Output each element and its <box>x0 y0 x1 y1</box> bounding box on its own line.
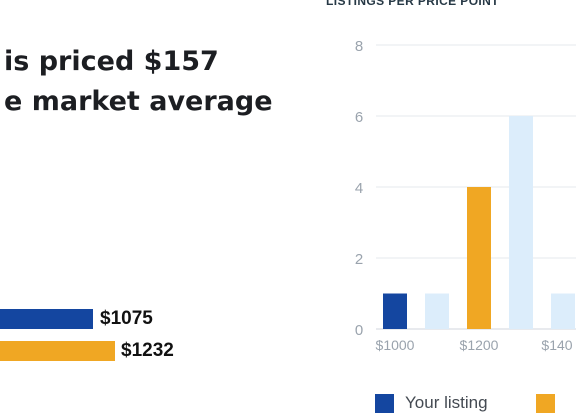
y-tick-8: 8 <box>355 38 363 55</box>
bar-1-series-2 <box>425 293 449 329</box>
x-tick-0: $1000 <box>376 337 415 353</box>
headline: is priced $157 e market average <box>4 42 273 122</box>
bar-0-series-0 <box>383 293 407 329</box>
bar-4-series-2 <box>551 293 575 329</box>
legend-swatch-your-listing <box>375 393 394 413</box>
headline-line-1: is priced $157 <box>4 46 219 77</box>
y-tick-0: 0 <box>355 322 363 339</box>
y-tick-2: 2 <box>355 251 363 268</box>
your-listing-value: $1075 <box>100 308 153 329</box>
bar-2-series-1 <box>467 187 491 329</box>
average-bar <box>0 341 115 361</box>
chart-legend: Your listing <box>375 393 576 413</box>
legend-item-your-listing: Your listing <box>375 393 488 413</box>
chart-title: LISTINGS PER PRICE POINT <box>326 0 499 8</box>
legend-item-average <box>535 393 566 413</box>
legend-swatch-average <box>535 393 555 413</box>
legend-label-your-listing: Your listing <box>405 393 488 412</box>
listings-bar-chart: 0 2 4 6 8 $1000 $1200 $140 <box>355 38 576 353</box>
y-tick-4: 4 <box>355 180 363 197</box>
average-value: $1232 <box>121 340 174 361</box>
headline-line-2: e market average <box>4 86 273 117</box>
your-listing-bar <box>0 309 93 329</box>
y-tick-6: 6 <box>355 109 363 126</box>
bar-3-series-2 <box>509 116 533 329</box>
x-tick-2: $140 <box>541 337 572 353</box>
x-tick-1: $1200 <box>460 337 499 353</box>
